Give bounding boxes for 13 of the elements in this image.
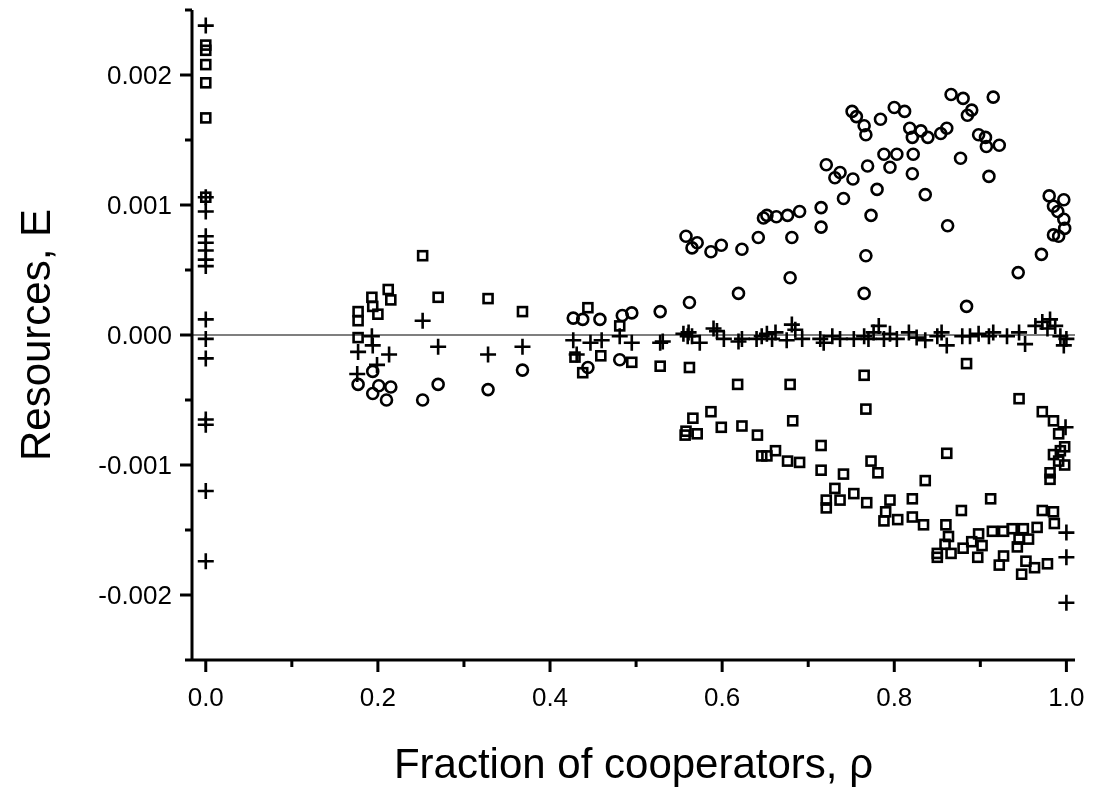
x-axis-title: Fraction of cooperators, ρ xyxy=(393,740,874,787)
x-tick-label: 1.0 xyxy=(1048,682,1085,712)
x-tick-label: 0.6 xyxy=(704,682,741,712)
y-tick-label: 0.001 xyxy=(106,190,172,221)
x-tick-label: 0.0 xyxy=(187,682,224,712)
x-tick-label: 0.4 xyxy=(531,682,569,712)
y-tick-label: 0.000 xyxy=(106,320,172,351)
y-tick-label: -0.001 xyxy=(98,450,172,481)
y-axis-title: Resources, E xyxy=(12,208,59,462)
y-tick-label: -0.002 xyxy=(98,580,172,611)
x-tick-label: 0.8 xyxy=(876,682,913,712)
x-tick-label: 0.2 xyxy=(359,682,396,712)
y-tick-label: 0.002 xyxy=(106,60,172,91)
